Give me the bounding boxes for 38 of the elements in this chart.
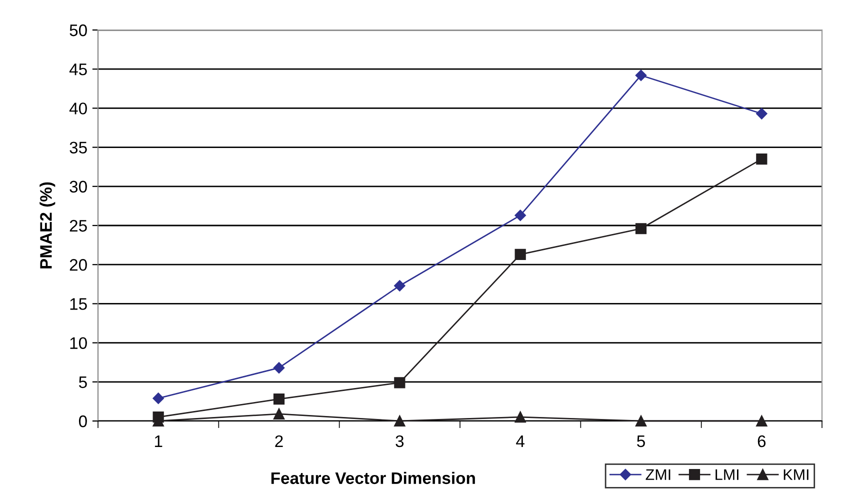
point	[635, 415, 647, 427]
x-tick-label: 4	[516, 436, 524, 447]
x-axis-title: Feature Vector Dimension	[271, 472, 475, 484]
point	[514, 248, 526, 260]
x-tick-label: 3	[396, 435, 404, 448]
x-tick-label: 2	[275, 435, 283, 447]
y-tick-label: 10	[70, 337, 87, 350]
legend-label: KMI	[784, 469, 808, 480]
y-tick-label: 5	[78, 376, 87, 388]
legend-label: ZMI	[646, 469, 670, 480]
y-tick-label: 25	[70, 220, 87, 232]
y-axis-title: PMAE2 (%)	[40, 182, 56, 268]
point	[756, 153, 768, 165]
x-tick-label: 1	[154, 436, 162, 447]
y-tick-label: 40	[69, 102, 87, 114]
x-tick-label: 5	[637, 436, 645, 448]
y-tick-label: 15	[70, 298, 87, 310]
point	[756, 415, 768, 427]
y-tick-label: 0	[78, 415, 87, 428]
point	[394, 377, 406, 388]
y-tick-label: 30	[70, 180, 87, 193]
point	[635, 70, 647, 81]
point	[514, 210, 526, 221]
point	[273, 394, 285, 405]
y-tick-label: 20	[70, 259, 87, 271]
point	[635, 223, 647, 234]
point	[514, 412, 526, 423]
point	[394, 415, 406, 427]
point	[756, 108, 768, 120]
y-tick-label: 50	[70, 24, 87, 36]
point	[394, 280, 406, 292]
legend-label: LMI	[716, 469, 738, 480]
x-tick-label: 6	[758, 435, 766, 448]
y-tick-label: 35	[70, 142, 87, 154]
y-tick-label: 45	[69, 64, 87, 76]
point	[273, 408, 285, 420]
point	[273, 362, 285, 374]
point	[152, 392, 164, 404]
